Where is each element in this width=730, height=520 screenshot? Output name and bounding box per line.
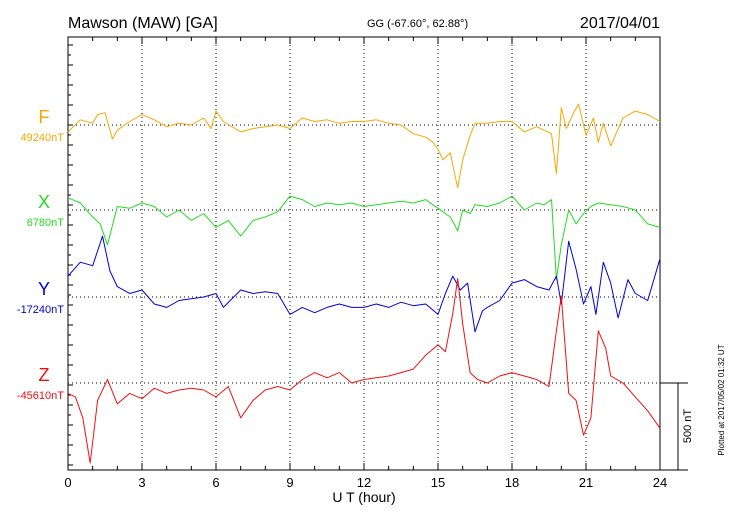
trace-x [67,195,661,281]
x-tick-label: 18 [505,475,519,490]
trace-z [67,278,661,464]
date-label: 2017/04/01 [580,15,660,32]
trace-y [67,235,661,333]
baseline-label-f: 49240nT [21,132,65,144]
scale-bar [660,382,688,471]
x-tick-label: 9 [286,475,293,490]
x-tick-label: 3 [138,475,145,490]
baseline-label-z: -45610nT [17,390,64,402]
scale-bar-label: 500 nT [682,409,694,444]
x-tick-label: 24 [653,475,667,490]
x-ticks: 0 3 6 9 12 15 18 21 24 [64,37,667,490]
geo-coordinates: GG (-67.60°, 62.88°) [367,18,468,30]
x-tick-label: 21 [579,475,593,490]
traces [67,103,661,464]
series-name-x: X [38,192,50,212]
vertical-grid [68,37,660,470]
x-axis-label: U T (hour) [332,489,395,505]
x-tick-label: 15 [431,475,445,490]
series-labels: F 49240nT X 6780nT Y -17240nT Z -45610nT [17,107,64,402]
trace-f [67,103,661,189]
plotted-timestamp: Plotted at 2017/05/02 01:32 UT [717,344,726,455]
x-tick-label: 6 [212,475,219,490]
station-title: Mawson (MAW) [GA] [68,15,218,32]
baseline-label-y: -17240nT [17,304,64,316]
series-name-f: F [39,107,50,127]
series-name-z: Z [39,365,50,385]
x-tick-label: 0 [64,475,71,490]
baseline-label-x: 6780nT [27,217,65,229]
series-name-y: Y [38,279,50,299]
x-tick-label: 12 [357,475,371,490]
